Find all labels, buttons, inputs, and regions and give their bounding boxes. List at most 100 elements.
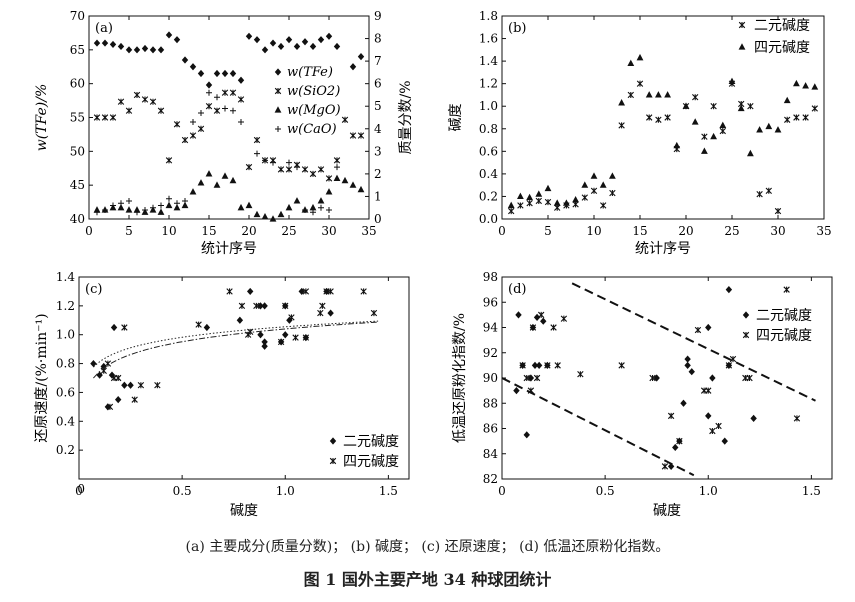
panel-a-xlabel: 统计序号 — [201, 241, 257, 257]
panel-c-xtick-label: 0.5 — [173, 484, 192, 498]
panel-a-triangle-point — [221, 172, 229, 179]
panel-a-x-point — [309, 170, 317, 178]
panel-a-legend-marker — [274, 68, 282, 76]
panel-d-xlabel: 碱度 — [653, 503, 681, 519]
panel-a-plus-point — [222, 105, 228, 112]
panel-a-triangle-point — [205, 170, 213, 177]
panel-a-xtick-label: 30 — [321, 224, 336, 238]
panel-b-triangle-point — [710, 132, 717, 140]
panel-a-x-point — [125, 107, 133, 114]
panel-c-ytick-label: 0.2 — [56, 443, 75, 457]
panel-a-xtick-label: 20 — [241, 224, 256, 238]
panel-c-diamond-point — [236, 316, 244, 324]
panel-a-x-point — [317, 166, 325, 173]
panel-c-diamond-point — [246, 287, 254, 296]
panel-b-xtick-label: 5 — [544, 224, 552, 238]
panel-b-triangle-point — [581, 181, 589, 188]
panel-b-legend-marker — [738, 21, 746, 29]
panel-b-x-point — [774, 207, 782, 215]
panel-d-xtick-label: 0.5 — [596, 484, 615, 498]
panel-d-xtick-label: 1.0 — [699, 484, 718, 498]
panel-a-ytick-label: 55 — [70, 111, 85, 125]
panel-c-xtick-label: 0 — [75, 484, 83, 498]
panel-c-ylabel: 还原速度/(%·min⁻¹) — [34, 313, 50, 442]
panel-b-x-point — [692, 94, 699, 101]
panel-b-triangle-point — [664, 91, 671, 98]
panel-b-x-point — [756, 191, 763, 198]
panel-d-diamond-point — [721, 437, 728, 445]
panel-a-xtick-label: 25 — [281, 224, 296, 238]
panel-b-x-point — [747, 103, 754, 110]
panel-d-ytick-label: 84 — [483, 447, 499, 461]
panel-a-plus-point — [334, 164, 340, 171]
panel-d-diamond-point — [725, 286, 733, 294]
panel-c-xtick-label: 1.5 — [379, 484, 398, 498]
panel-a-plus-point — [158, 202, 164, 209]
panel-d-x-point — [533, 374, 541, 382]
panel-a-diamond-point — [141, 44, 149, 53]
panel-b-x-point — [627, 91, 634, 99]
panel-a-x-point — [157, 107, 165, 114]
panel-c-x-point — [282, 302, 289, 310]
panel-a-diamond-point — [197, 69, 205, 78]
panel-a-legend-marker — [274, 87, 282, 95]
panel-d-ytick-label: 90 — [483, 371, 498, 385]
panel-a-ytick-label-right: 0 — [374, 212, 382, 226]
panel-a-plus-point — [294, 164, 300, 171]
panel-a-plus-point — [126, 197, 132, 204]
panel-b-x-point — [544, 198, 552, 206]
panel-a-triangle-point — [229, 176, 237, 184]
panel-a-x-point — [93, 114, 101, 121]
panel-a-diamond-point — [261, 46, 269, 54]
panel-a-x-point — [205, 103, 213, 110]
panel-c-diamond-point — [257, 302, 264, 310]
panel-b-xtick-label: 25 — [724, 224, 739, 238]
panel-b-triangle-point — [535, 190, 543, 197]
panel-a-xtick-label: 15 — [201, 224, 216, 238]
panel-a-diamond-point — [101, 39, 109, 47]
panel-b-ytick-label: 0.6 — [479, 144, 498, 158]
panel-b-x-point — [765, 187, 772, 194]
panel-a-label: (a) — [95, 21, 113, 36]
panel-c-diamond-point — [114, 396, 122, 404]
panel-b-triangle-point — [802, 82, 809, 89]
panel-b-triangle-point — [756, 126, 763, 133]
panel-b-triangle-point — [553, 199, 561, 206]
panel-d-lower-bound — [501, 377, 695, 477]
panel-c-label: (c) — [85, 282, 102, 297]
panel-c-diamond-point — [108, 371, 116, 379]
panel-d-x-point — [783, 286, 790, 293]
panel-b-x-point — [802, 114, 809, 121]
panel-b-x-point — [701, 133, 708, 140]
panel-c-frame — [78, 276, 410, 480]
panel-b-x-point — [811, 105, 818, 112]
panel-b-triangle-point — [526, 193, 533, 201]
panel-c-diamond-point — [96, 371, 103, 379]
panel-b-xtick-label: 30 — [770, 224, 785, 238]
panel-c-fit-quaternary — [93, 321, 379, 379]
panel-c-diamond-point — [203, 323, 211, 332]
panel-a-ylabel-left: w(TFe)/% — [34, 84, 50, 152]
panel-a-diamond-point — [245, 32, 253, 40]
panel-a-plus-point — [94, 209, 100, 216]
panel-d-diamond-point — [709, 374, 716, 382]
panel-a-triangle-point — [189, 188, 197, 195]
panel-b-legend-label: 四元碱度 — [754, 40, 810, 56]
panel-a-legend-label: w(SiO2) — [287, 84, 340, 99]
panel-b-triangle-point — [627, 59, 635, 66]
panel-c-x-point — [317, 309, 324, 317]
panel-b-triangle-point — [673, 141, 681, 149]
panel-d-legend-marker — [742, 311, 750, 319]
panel-a-x-point — [221, 89, 229, 96]
panel-c-ytick-label: 0.8 — [56, 357, 75, 371]
panel-a-triangle-point — [253, 210, 261, 218]
panel-b-legend-label: 二元碱度 — [754, 18, 810, 34]
panel-b-triangle-point — [691, 118, 699, 125]
panel-b-x-point — [719, 127, 726, 135]
panel-a-diamond-point — [301, 38, 309, 46]
panel-b-xtick-label: 35 — [816, 224, 831, 238]
panel-b-x-point — [646, 114, 653, 121]
figure-subcaption: (a) 主要成分(质量分数)； (b) 碱度； (c) 还原速度； (d) 低温… — [185, 539, 670, 555]
panel-a-triangle-point — [349, 181, 357, 188]
panel-a-triangle-point — [317, 197, 325, 204]
